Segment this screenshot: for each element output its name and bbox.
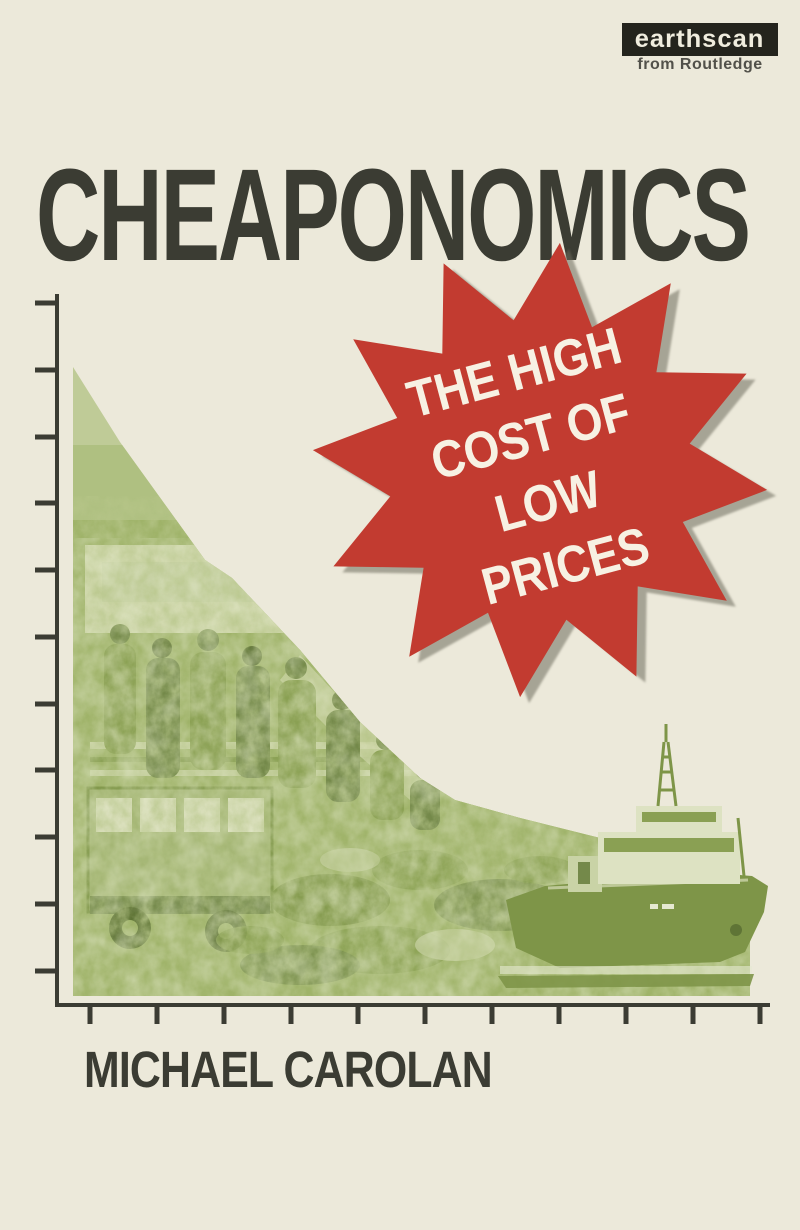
ship-mast [656, 724, 746, 877]
x-axis-ticks [87, 1005, 763, 1024]
starburst-shape [312, 242, 768, 698]
starburst-badge: THE HIGH COST OF LOW PRICES [308, 238, 772, 702]
publisher-logo: earthscan [622, 23, 778, 56]
book-title: CHEAPONOMICS [36, 141, 751, 288]
y-axis-ticks [35, 300, 57, 974]
publisher-name: earthscan [635, 25, 765, 53]
author-name: MICHAEL CAROLAN [84, 1041, 493, 1098]
graph-axes [35, 294, 770, 1024]
cargo-ship-illustration [498, 724, 768, 988]
publisher-imprint: from Routledge [637, 56, 763, 73]
